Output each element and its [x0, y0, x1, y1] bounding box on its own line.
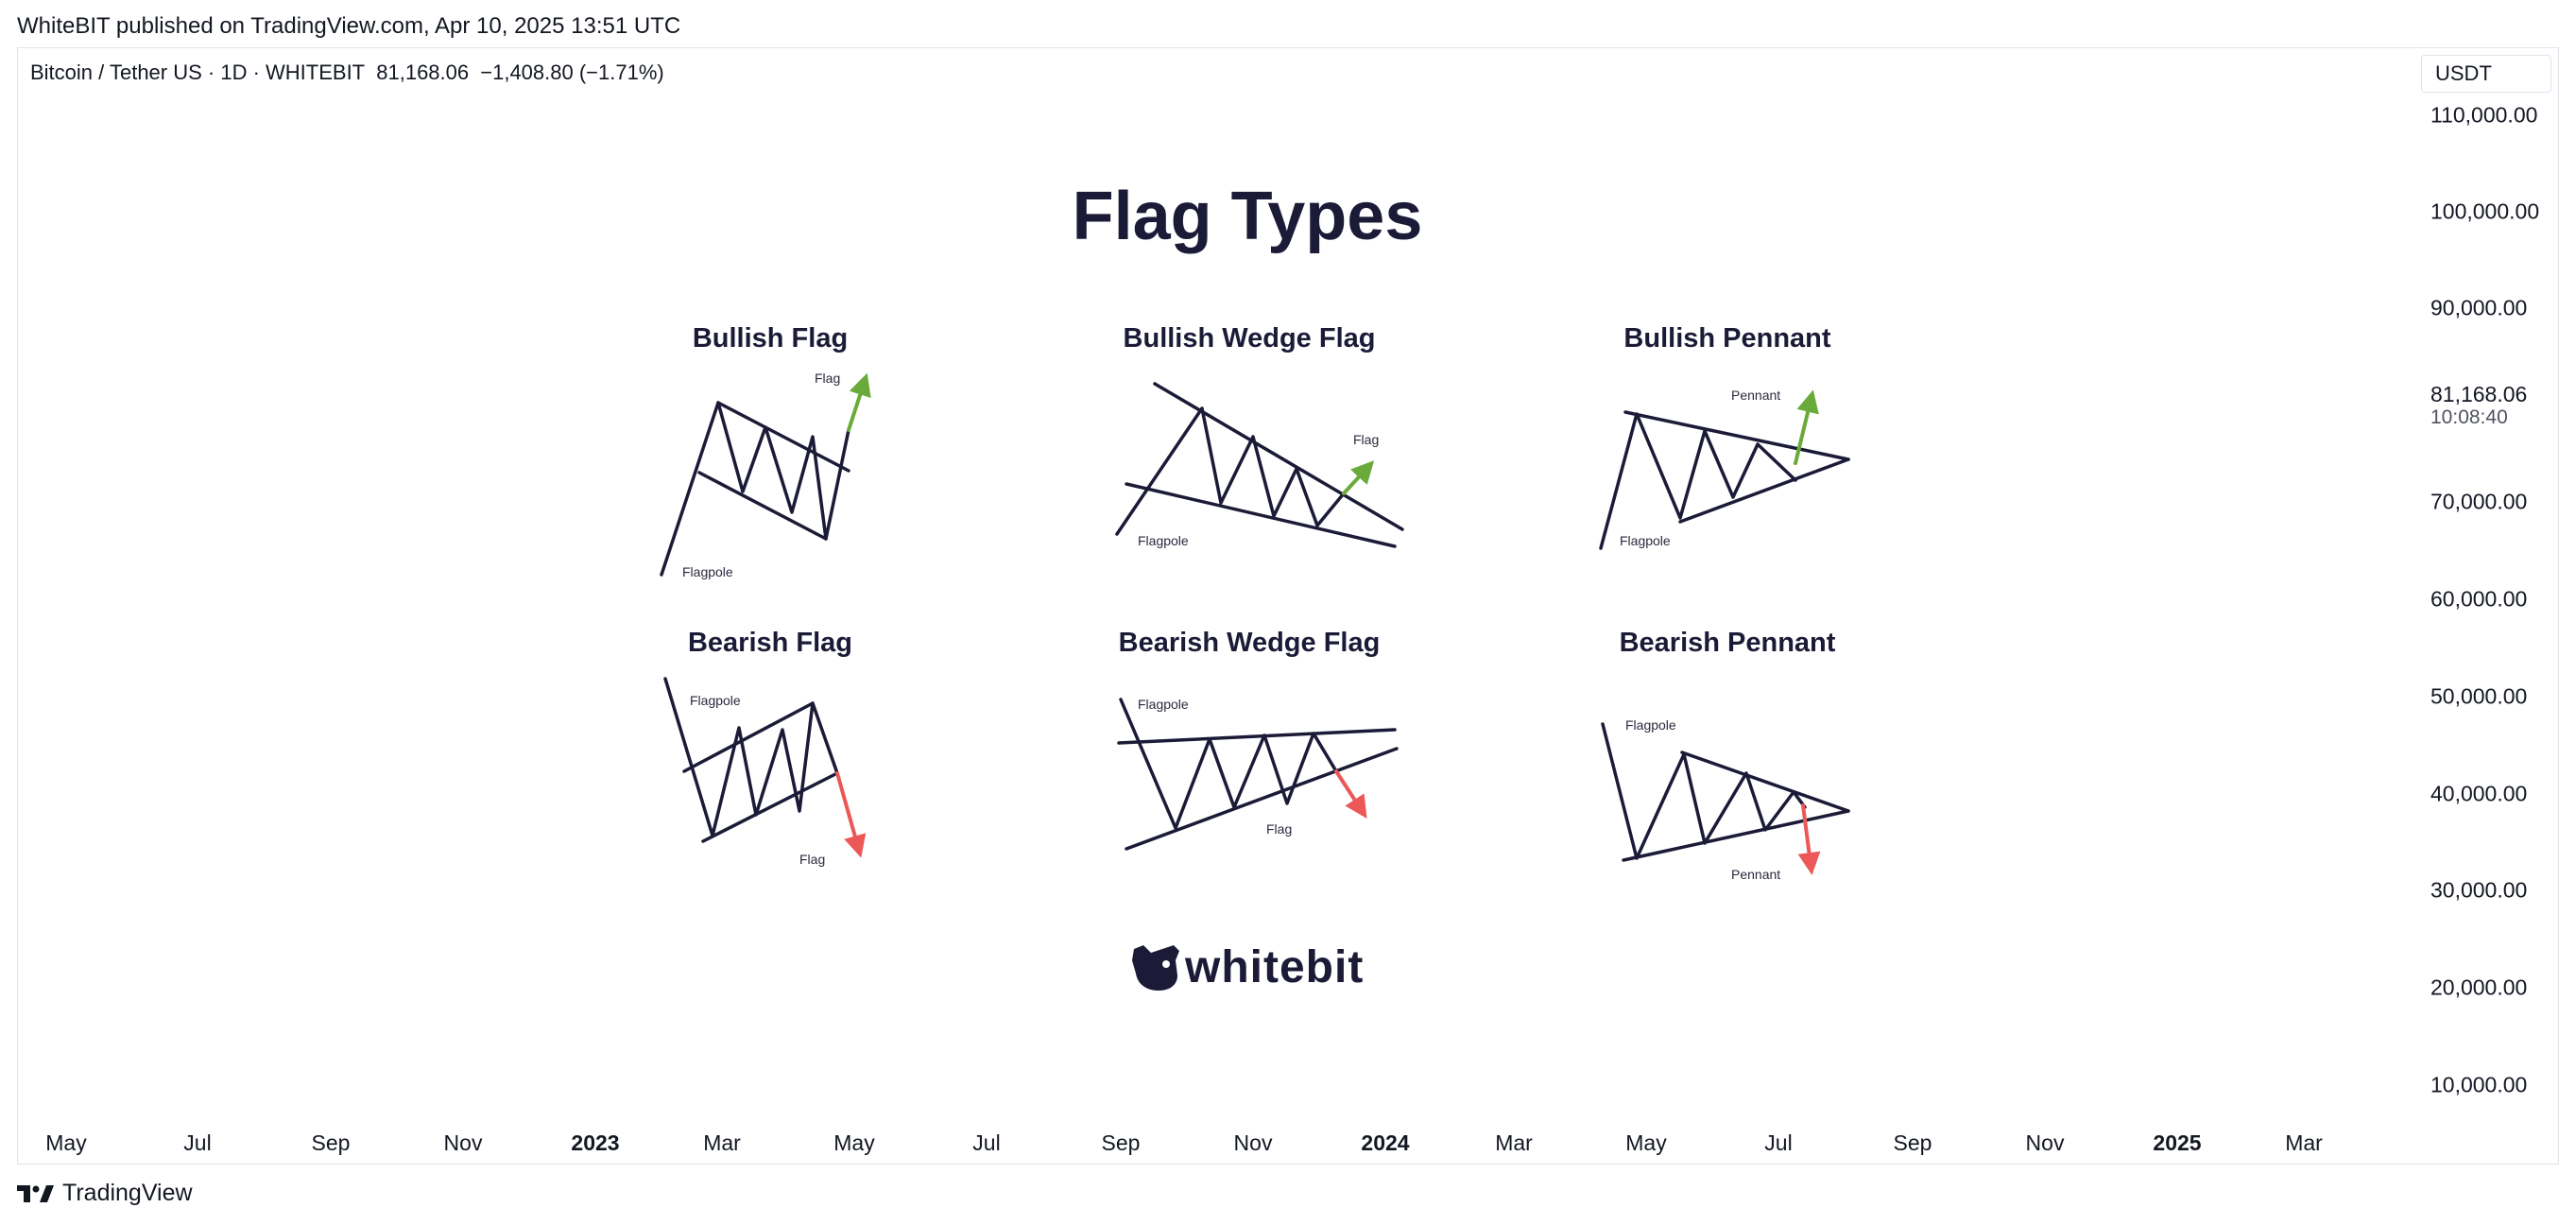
symbol-price: 81,168.06	[376, 60, 470, 84]
last-price-label: 81,168.06	[2430, 382, 2528, 406]
time-axis-label: May	[833, 1130, 875, 1155]
infographic-title: Flag Types	[1072, 179, 1423, 254]
time-axis-label: Mar	[2285, 1130, 2323, 1155]
price-axis-label: 60,000.00	[2430, 586, 2528, 612]
price-axis-label: 100,000.00	[2430, 198, 2540, 224]
price-axis-label: 30,000.00	[2430, 877, 2528, 903]
bearish-pennant-flagpole-label: Flagpole	[1625, 717, 1676, 733]
bearish-wedge-flag-diagram	[1117, 698, 1399, 851]
tradingview-wordmark: TradingView	[62, 1180, 193, 1206]
bearish-pennant-title: Bearish Pennant	[1619, 628, 1836, 658]
time-axis-label: 2023	[571, 1130, 620, 1155]
bearish-wedge-flag-flag-label: Flag	[1266, 821, 1292, 837]
bearish-pennant-diagram	[1601, 722, 1850, 862]
whitebit-logo-icon	[1132, 945, 1179, 991]
bullish-flag-title: Bullish Flag	[692, 323, 849, 354]
symbol-change: −1,408.80 (−1.71%)	[480, 60, 664, 84]
bearish-flag-flag-label: Flag	[799, 852, 825, 867]
bearish-flag-diagram	[663, 677, 839, 843]
time-axis-label: 2024	[1361, 1130, 1410, 1155]
bullish-pennant-flagpole-label: Flagpole	[1620, 533, 1671, 548]
tradingview-logo-icon	[17, 1184, 54, 1202]
bullish-pennant-diagram	[1599, 410, 1850, 550]
price-axis-label: 40,000.00	[2430, 781, 2528, 806]
bar-countdown: 10:08:40	[2430, 406, 2508, 428]
time-axis-label: May	[45, 1130, 87, 1155]
bullish-wedge-flag-flagpole-label: Flagpole	[1138, 533, 1189, 548]
bullish-wedge-flag-diagram	[1115, 382, 1404, 548]
bullish-pennant-title: Bullish Pennant	[1623, 323, 1831, 354]
price-axis-label: 90,000.00	[2430, 295, 2528, 320]
time-axis-label: Nov	[443, 1130, 483, 1155]
time-axis-label: Mar	[703, 1130, 741, 1155]
bearish-pennant-pennant-label: Pennant	[1731, 867, 1780, 882]
bullish-wedge-flag-title: Bullish Wedge Flag	[1123, 323, 1376, 354]
time-axis-label: Jul	[972, 1130, 1001, 1155]
price-axis-label: 110,000.00	[2430, 102, 2538, 128]
time-axis-label: Sep	[1101, 1130, 1141, 1155]
bearish-wedge-flag-title: Bearish Wedge Flag	[1118, 628, 1381, 658]
bearish-flag-flagpole-label: Flagpole	[690, 693, 741, 708]
price-axis-label: 50,000.00	[2430, 683, 2528, 709]
bullish-flag-flag-label: Flag	[815, 371, 840, 386]
bearish-wedge-flag-flagpole-label: Flagpole	[1138, 697, 1189, 712]
bullish-flag-flagpole-label: Flagpole	[682, 564, 733, 579]
time-axis-label: Mar	[1495, 1130, 1533, 1155]
chart-pane[interactable]	[17, 47, 2559, 1165]
time-axis-label: 2025	[2153, 1130, 2202, 1155]
time-axis-label: Jul	[183, 1130, 212, 1155]
bullish-pennant-pennant-label: Pennant	[1731, 388, 1780, 403]
tradingview-footer[interactable]: TradingView	[17, 1180, 193, 1207]
currency-selector[interactable]: USDT	[2421, 55, 2551, 93]
time-axis-label: Sep	[1893, 1130, 1932, 1155]
symbol-name: Bitcoin / Tether US · 1D · WHITEBIT	[30, 60, 366, 84]
whitebit-wordmark: whitebit	[1185, 942, 1365, 992]
symbol-legend[interactable]: Bitcoin / Tether US · 1D · WHITEBIT 81,1…	[30, 60, 670, 85]
price-axis-label: 10,000.00	[2430, 1072, 2528, 1097]
time-axis-label: Jul	[1764, 1130, 1793, 1155]
time-axis-label: Nov	[2025, 1130, 2065, 1155]
bullish-flag-diagram	[660, 401, 850, 577]
time-axis-label: May	[1625, 1130, 1667, 1155]
price-axis-label: 70,000.00	[2430, 489, 2528, 514]
bearish-flag-title: Bearish Flag	[687, 628, 853, 658]
price-axis-label: 20,000.00	[2430, 975, 2528, 1000]
time-axis-label: Nov	[1233, 1130, 1273, 1155]
time-axis-label: Sep	[311, 1130, 351, 1155]
bullish-wedge-flag-flag-label: Flag	[1353, 432, 1379, 447]
published-line: WhiteBIT published on TradingView.com, A…	[17, 13, 681, 39]
